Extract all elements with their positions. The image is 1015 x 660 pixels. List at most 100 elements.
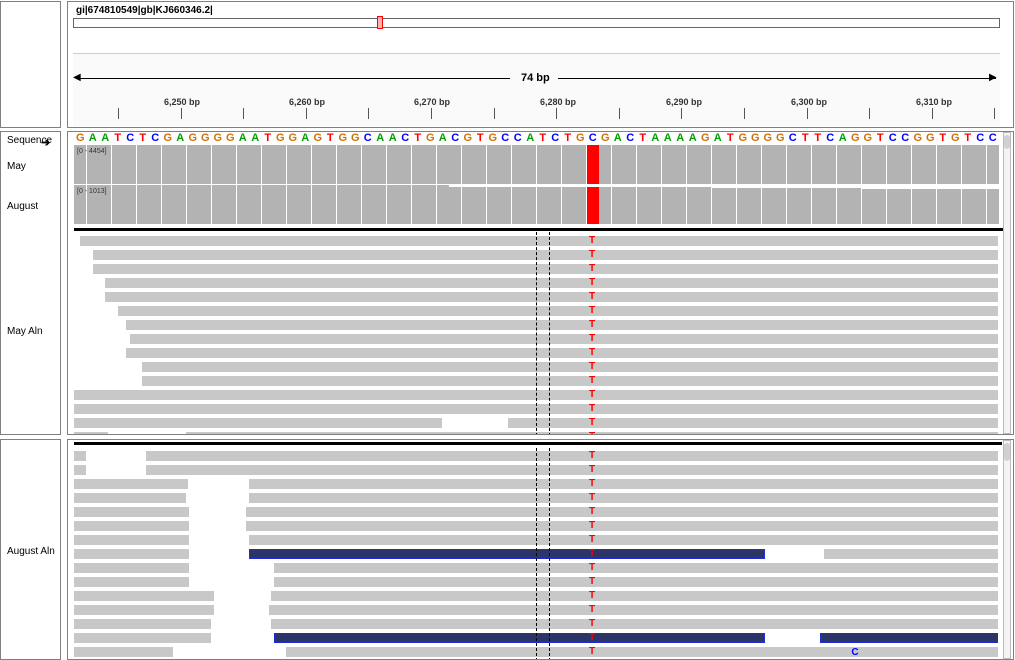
august-coverage-bar[interactable]: [324, 185, 336, 224]
may-coverage-bar[interactable]: [761, 145, 774, 184]
read-mismatch[interactable]: T: [588, 403, 596, 414]
may-coverage-bar[interactable]: [736, 145, 749, 184]
data-panel-scrollbar[interactable]: [1003, 132, 1011, 434]
august-coverage-bar[interactable]: [299, 185, 311, 224]
may-coverage-bar[interactable]: [186, 145, 199, 184]
read-mismatch[interactable]: T: [588, 417, 596, 428]
august-coverage-bar[interactable]: [836, 188, 849, 224]
may-coverage-bar[interactable]: [261, 145, 274, 184]
paired-read[interactable]: [249, 549, 765, 559]
paired-read[interactable]: [274, 633, 765, 643]
read[interactable]: [246, 507, 998, 517]
august-coverage-bar[interactable]: [349, 185, 361, 224]
may-coverage-bar[interactable]: [749, 145, 761, 184]
august-coverage-bar[interactable]: [924, 189, 936, 224]
august-coverage-bar[interactable]: [549, 187, 561, 224]
august-coverage-bar[interactable]: [374, 185, 386, 224]
august-coverage-bar[interactable]: [211, 185, 224, 224]
read[interactable]: [274, 577, 998, 587]
read-mismatch[interactable]: T: [588, 478, 596, 489]
may-coverage-bar[interactable]: [199, 145, 211, 184]
may-coverage-bar[interactable]: [311, 145, 324, 184]
august-coverage-mismatch-bar[interactable]: [586, 187, 599, 224]
read[interactable]: [74, 633, 211, 643]
read[interactable]: [126, 320, 998, 330]
may-coverage-bar[interactable]: [361, 145, 374, 184]
august-coverage-bar[interactable]: [286, 185, 299, 224]
august-coverage-bar[interactable]: [686, 187, 699, 224]
read[interactable]: [74, 432, 108, 434]
august-coverage-bar[interactable]: [399, 185, 411, 224]
read[interactable]: [146, 465, 998, 475]
read-mismatch[interactable]: T: [588, 646, 596, 657]
read[interactable]: [93, 250, 998, 260]
read-mismatch[interactable]: T: [588, 576, 596, 587]
august-coverage-bar[interactable]: [724, 188, 736, 224]
may-coverage-bar[interactable]: [974, 145, 986, 184]
read[interactable]: [74, 465, 86, 475]
read[interactable]: [274, 563, 998, 573]
read[interactable]: [249, 493, 998, 503]
sequence-track-label[interactable]: Sequence: [7, 135, 53, 146]
august-coverage-bar[interactable]: [186, 185, 199, 224]
may-coverage-bar[interactable]: [299, 145, 311, 184]
may-coverage-bar[interactable]: [924, 145, 936, 184]
read-mismatch[interactable]: T: [588, 249, 596, 260]
read[interactable]: [74, 521, 189, 531]
may-track-label[interactable]: May: [7, 161, 26, 172]
august-coverage-bar[interactable]: [574, 187, 586, 224]
august-coverage-bar[interactable]: [699, 187, 711, 224]
read-mismatch[interactable]: T: [588, 534, 596, 545]
august-coverage-bar[interactable]: [786, 188, 799, 224]
august-coverage-bar[interactable]: [361, 185, 374, 224]
august-coverage-bar[interactable]: [749, 188, 761, 224]
may-coverage-bar[interactable]: [936, 145, 949, 184]
may-coverage-bar[interactable]: [686, 145, 699, 184]
august-coverage-bar[interactable]: [174, 185, 186, 224]
ruler-area[interactable]: [73, 53, 1000, 126]
august-coverage-bar[interactable]: [386, 185, 399, 224]
august-coverage-bar[interactable]: [336, 185, 349, 224]
may-coverage-bar[interactable]: [149, 145, 161, 184]
august-coverage-bar[interactable]: [436, 185, 449, 224]
read[interactable]: [249, 535, 998, 545]
may-coverage-bar[interactable]: [886, 145, 899, 184]
may-coverage-bar[interactable]: [286, 145, 299, 184]
august-coverage-bar[interactable]: [424, 185, 436, 224]
read[interactable]: [74, 619, 211, 629]
may-coverage-bar[interactable]: [574, 145, 586, 184]
august-coverage-bar[interactable]: [499, 187, 511, 224]
august-coverage-bar[interactable]: [636, 187, 649, 224]
may-coverage-bar[interactable]: [849, 145, 861, 184]
august-coverage-bar[interactable]: [861, 189, 874, 224]
read-mismatch[interactable]: T: [588, 389, 596, 400]
read[interactable]: [74, 535, 189, 545]
may-coverage-bar[interactable]: [836, 145, 849, 184]
paired-read[interactable]: [820, 633, 998, 643]
august-coverage-bar[interactable]: [774, 188, 786, 224]
read[interactable]: [508, 418, 998, 428]
august-coverage-bar[interactable]: [449, 187, 461, 224]
read[interactable]: [93, 264, 998, 274]
august-coverage-bar[interactable]: [761, 188, 774, 224]
read-mismatch[interactable]: T: [588, 590, 596, 601]
read[interactable]: [186, 432, 998, 434]
read[interactable]: [74, 507, 189, 517]
may-coverage-bar[interactable]: [649, 145, 661, 184]
read-mismatch[interactable]: T: [588, 520, 596, 531]
august-coverage-bar[interactable]: [486, 187, 499, 224]
read-mismatch[interactable]: T: [588, 235, 596, 246]
read[interactable]: [105, 278, 998, 288]
may-coverage-bar[interactable]: [611, 145, 624, 184]
may-coverage-bar[interactable]: [986, 145, 999, 184]
august-coverage-bar[interactable]: [311, 185, 324, 224]
read[interactable]: [142, 376, 998, 386]
read-mismatch[interactable]: T: [588, 333, 596, 344]
may-coverage-bar[interactable]: [136, 145, 149, 184]
may-coverage-bar[interactable]: [161, 145, 174, 184]
august-coverage-bar[interactable]: [624, 187, 636, 224]
may-coverage-bar[interactable]: [474, 145, 486, 184]
august-coverage-bar[interactable]: [974, 189, 986, 224]
aug-panel-scroll-thumb[interactable]: [1004, 443, 1010, 461]
august-coverage-bar[interactable]: [86, 185, 99, 224]
